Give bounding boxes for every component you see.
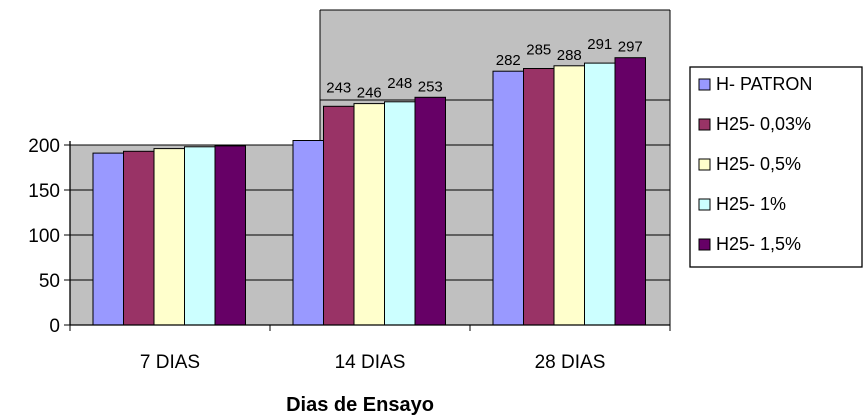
data-label-3-4: 291 [587, 36, 612, 53]
legend-label-4: H25- 1% [716, 194, 786, 214]
legend-label-5: H25- 1,5% [716, 234, 801, 254]
legend-label-2: H25- 0,03% [716, 114, 811, 134]
bar-2-2 [323, 105, 355, 326]
x-tick-label-3: 28 DIAS [535, 352, 606, 373]
bar-1-1 [92, 152, 124, 326]
x-tick-label-2: 14 DIAS [335, 352, 406, 373]
data-label-2-3: 246 [357, 85, 382, 102]
bar-2-5 [414, 96, 446, 326]
x-tick-label-1: 7 DIAS [140, 352, 200, 373]
bar-2-3 [353, 103, 385, 326]
y-tick-label-100: 100 [28, 226, 60, 247]
legend-swatch-5 [698, 238, 711, 251]
legend-swatch-3 [698, 158, 711, 171]
legend-label-1: H- PATRON [716, 74, 812, 94]
bar-3-1 [492, 70, 524, 326]
bar-1-4 [184, 146, 216, 326]
y-tick-label-0: 0 [49, 316, 60, 337]
y-tick-label-200: 200 [28, 136, 60, 157]
data-label-3-5: 297 [618, 39, 643, 56]
data-label-2-2: 243 [326, 79, 351, 96]
bar-2-4 [384, 101, 416, 326]
bar-3-3 [553, 65, 585, 326]
bar-3-5 [614, 57, 646, 326]
y-tick-label-50: 50 [39, 271, 60, 292]
data-label-3-1: 282 [496, 52, 521, 69]
bar-2-1 [292, 140, 324, 326]
data-labels: 243 246 248 253 282 285 288 291 297 [326, 36, 643, 102]
legend-swatch-4 [698, 198, 711, 211]
bar-1-5 [214, 145, 246, 326]
bars [92, 57, 646, 326]
data-label-3-2: 285 [526, 42, 551, 59]
legend-swatch-1 [698, 78, 711, 91]
bar-3-4 [584, 62, 616, 326]
data-label-2-4: 248 [387, 75, 412, 92]
legend: H- PATRON H25- 0,03% H25- 0,5% H25- 1% H25- … [689, 66, 863, 268]
bar-1-3 [153, 148, 185, 326]
axes: 0 50 100 150 200 7 DIAS 14 DIAS 28 DIAS [28, 136, 671, 373]
x-axis-label: Dias de Ensayo [286, 394, 434, 416]
legend-label-3: H25- 0,5% [716, 154, 801, 174]
legend-box [689, 66, 863, 268]
data-label-2-5: 253 [418, 78, 443, 95]
y-tick-label-150: 150 [28, 181, 60, 202]
legend-swatch-2 [698, 118, 711, 131]
bar-3-2 [523, 68, 555, 326]
data-label-3-3: 288 [557, 47, 582, 64]
bar-1-2 [123, 150, 155, 326]
